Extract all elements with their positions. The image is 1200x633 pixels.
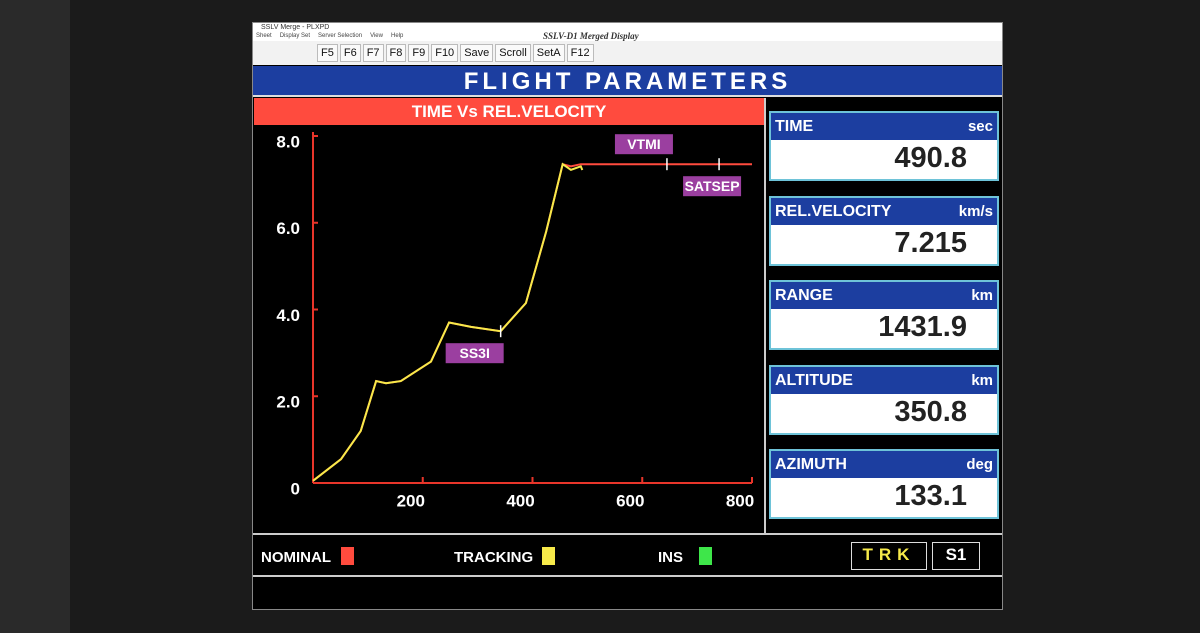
toolbar-button[interactable]: Scroll [495, 44, 531, 62]
series-line [312, 162, 584, 482]
annotation-box [614, 134, 673, 155]
toolbar-button[interactable]: F6 [339, 44, 361, 62]
title-bar: SSLV Merge - PLXPD SSLV-D1 Merged Displa… [253, 23, 1002, 41]
chart-title: TIME Vs REL.VELOCITY [254, 98, 764, 125]
annotation-label: VTMI [627, 136, 660, 152]
parameter-box: REL.VELOCITY km/s 7.215 [769, 195, 999, 266]
parameter-value: 133.1 [894, 480, 967, 512]
legend-swatch [542, 547, 555, 565]
parameter-value: 490.8 [894, 142, 967, 174]
parameter-name: TIME [775, 118, 814, 135]
annotation-label: SS3I [459, 345, 489, 361]
chart: 8.0 6.0 4.0 2.0 0 200 400 600 800 VTMI SATSEP SS3I [276, 132, 754, 510]
parameter-value: 350.8 [894, 395, 967, 428]
toolbar-button[interactable]: F7 [362, 44, 384, 62]
toolbar-button[interactable]: F12 [566, 44, 594, 62]
parameter-unit: km/s [958, 202, 993, 220]
toolbar-button[interactable]: SetA [532, 44, 565, 62]
parameter-name: AZIMUTH [775, 456, 847, 473]
window-title: SSLV-D1 Merged Display [543, 31, 639, 41]
background-strip [0, 0, 70, 633]
status-button[interactable]: S1 [932, 542, 980, 570]
x-tick-label: 200 [397, 491, 425, 510]
menu-bar: Sheet Display Set Server Selection View Help [253, 33, 1002, 43]
y-tick-label: 0 [291, 479, 300, 498]
legend-label: NOMINAL [261, 549, 331, 566]
x-tick-label: 800 [726, 491, 754, 510]
header: FLIGHT PARAMETERS [253, 66, 1002, 97]
annotation-box [683, 176, 742, 197]
parameter-label: AZIMUTH deg [771, 451, 997, 478]
menu-item[interactable]: Server Selection [318, 33, 363, 39]
toolbar: F5 F6 F7 F8 F9 F10 Save Scroll SetA F12 [253, 41, 1002, 65]
menu-item[interactable]: Help [390, 33, 404, 39]
parameter-unit: deg [966, 456, 993, 473]
legend-label: INS [658, 549, 684, 566]
parameter-label: REL.VELOCITY km/s [771, 197, 997, 225]
legend-swatch [699, 547, 712, 565]
parameter-label: RANGE km [771, 282, 997, 309]
status-button[interactable]: TRK [851, 542, 927, 570]
legend: NOMINAL TRACKING INS TRK S1 [253, 533, 1002, 577]
parameter-box: TIME sec 490.8 [769, 111, 999, 181]
parameter-box: ALTITUDE km 350.8 [769, 364, 999, 435]
menu-item[interactable]: View [370, 33, 383, 39]
toolbar-button[interactable]: F9 [408, 44, 430, 62]
toolbar-button[interactable]: Save [460, 44, 494, 62]
x-tick-label: 600 [616, 491, 644, 510]
legend-label: TRACKING [454, 549, 534, 566]
x-tick-label: 400 [506, 491, 534, 510]
y-tick-label: 4.0 [276, 306, 300, 325]
toolbar-button[interactable]: F8 [385, 44, 407, 62]
y-tick-label: 8.0 [276, 132, 300, 151]
parameter-name: ALTITUDE [775, 371, 853, 389]
legend-swatch [341, 547, 354, 565]
y-tick-label: 6.0 [276, 219, 300, 238]
parameter-name: REL.VELOCITY [775, 202, 892, 220]
parameter-value: 7.215 [894, 226, 967, 259]
toolbar-button[interactable]: F5 [317, 44, 338, 62]
parameter-label: ALTITUDE km [771, 366, 997, 394]
parameter-box: AZIMUTH deg 133.1 [769, 449, 999, 519]
y-tick-label: 2.0 [276, 393, 300, 412]
series-line [312, 162, 752, 482]
annotation-label: SATSEP [685, 178, 740, 194]
toolbar-button[interactable]: F10 [431, 44, 459, 62]
parameter-unit: sec [967, 118, 993, 135]
parameter-value: 1431.9 [878, 311, 967, 343]
menu-item[interactable]: Sheet [256, 33, 272, 39]
annotation-box [445, 343, 504, 364]
window: SSLV Merge - PLXPD SSLV-D1 Merged Displa… [252, 22, 1003, 610]
parameter-unit: km [971, 287, 993, 304]
app-title: SSLV Merge - PLXPD [261, 24, 330, 31]
parameter-box: RANGE km 1431.9 [769, 280, 999, 350]
menu-item[interactable]: Display Set [279, 33, 311, 39]
divider [764, 98, 766, 533]
parameter-label: TIME sec [771, 113, 997, 140]
parameter-name: RANGE [775, 287, 833, 304]
parameter-unit: km [971, 371, 993, 389]
